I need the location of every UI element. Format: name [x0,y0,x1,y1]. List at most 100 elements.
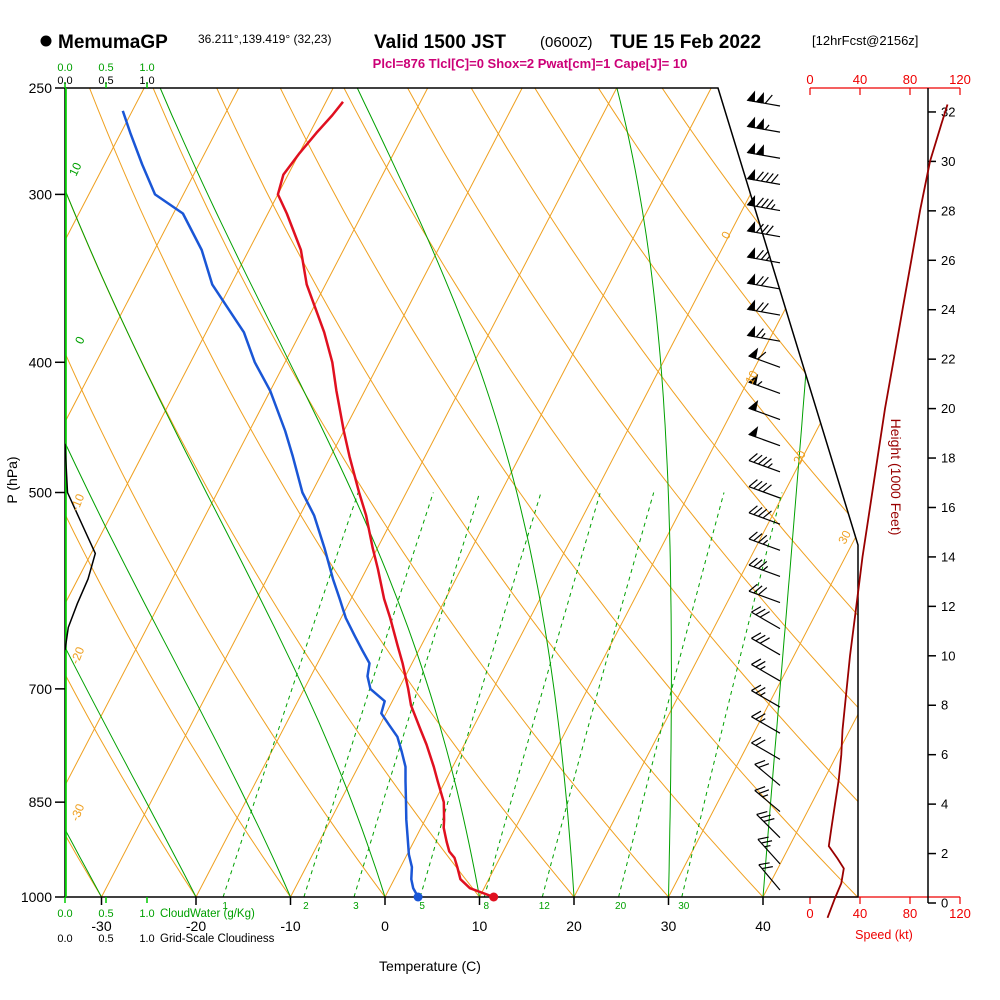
wind-barb [754,786,781,813]
dry-adiabat-line [470,88,858,897]
station-bullet-icon [40,35,52,47]
mixing-ratio-label-8: 8 [484,901,490,912]
wind-barb [754,759,781,786]
moist-adiabat-label-10: 10 [66,160,85,178]
speed-tick-label-top-120: 120 [949,72,971,87]
speed-tick-label-bottom-80: 80 [903,906,917,921]
mixing-ratio-label-2: 2 [303,901,309,912]
moist-adiabat-line [159,88,480,897]
height-axis-title: Height (1000 Feet) [888,419,904,536]
surface-markers [413,892,499,902]
mixing-ratio-line [681,492,783,897]
isotherm-line [762,88,858,897]
dry-adiabat-line [65,88,386,897]
moist-adiabat-label-0: 0 [72,334,88,346]
speed-axis-title: Speed (kt) [855,928,913,942]
cloudwater-legend: CloudWater (g/Kg) [160,908,255,920]
isotherm-line [65,88,334,897]
wind-barb [751,684,781,708]
temperature-tick-label-30: 30 [661,918,677,934]
mixing-ratio-line [618,492,725,897]
dry-adiabat-label--20: -20 [68,644,88,666]
temperature-axis-title: Temperature (C) [379,958,481,974]
isotherm-label-10: 10 [742,368,761,387]
sounding-curves [65,88,495,897]
sounding-parameters: Plcl=876 Tlcl[C]=0 Shox=2 Pwat[cm]=1 Cap… [373,56,688,71]
moist-adiabat-line [616,88,672,897]
skewt-frame [64,87,859,898]
height-tick-label-2: 2 [941,846,948,861]
moist-adiabat-line [356,88,575,897]
isotherm-label-20: 20 [790,448,809,467]
wind-barb-pennant [748,399,759,412]
pressure-axis-title: P (hPa) [4,456,20,503]
height-tick-label-14: 14 [941,549,955,564]
wind-barb [748,479,781,499]
cloudiness-scale-label-bottom-0.0: 0.0 [57,933,72,945]
cloudiness-scale-label-bottom-0.5: 0.5 [98,933,113,945]
speed-tick-label-top-40: 40 [853,72,867,87]
mixing-ratio-line [222,492,359,897]
mixing-ratio-line [483,492,601,897]
wind-barb-pennant [748,347,759,360]
wind-barb [748,583,781,604]
wind-speed-profile-curve [826,104,949,919]
pressure-tick-label-300: 300 [29,186,53,202]
wind-barb [748,453,781,473]
wind-barb-pennant [748,426,759,438]
dry-adiabat-line [343,88,858,897]
temperature-tick-label-0: 0 [381,918,389,934]
cloudiness-legend: Grid-Scale Cloudiness [160,933,275,945]
height-tick-label-28: 28 [941,203,955,218]
mixing-ratio-label-1: 1 [222,901,228,912]
moist-adiabat-line [65,88,386,897]
valid-utc: (0600Z) [540,34,593,51]
height-tick-label-22: 22 [941,352,955,367]
cloudiness-scale-label-bottom-1.0: 1.0 [139,933,154,945]
wind-barb [747,223,781,238]
isotherm-line [195,88,618,897]
wind-barb-pennant [746,325,756,338]
height-tick-label-30: 30 [941,154,955,169]
height-tick-label-16: 16 [941,500,955,515]
mixing-ratio-line [303,492,434,897]
mixing-ratio-label-20: 20 [615,901,627,912]
skewt-background-grid [65,88,858,897]
wind-barb [751,710,781,734]
valid-time: Valid 1500 JST [374,32,506,53]
dry-adiabat-line [65,88,480,897]
dewpoint-curve [121,110,420,897]
wind-barb-pennant [748,373,759,386]
wind-barb-pennant [746,247,756,259]
moist-adiabat-line [65,88,197,897]
wind-barb [747,171,781,185]
dry-adiabat-line [216,88,764,897]
dry-adiabat-line [597,88,858,897]
pressure-tick-label-250: 250 [29,80,53,96]
wind-barb [751,736,781,760]
height-tick-label-20: 20 [941,401,955,416]
height-tick-label-12: 12 [941,599,955,614]
speed-tick-label-bottom-40: 40 [853,906,867,921]
wind-barb [751,658,781,682]
height-tick-label-6: 6 [941,747,948,762]
mixing-ratio-label-3: 3 [353,901,359,912]
speed-tick-label-top-80: 80 [903,72,917,87]
isotherm-label-30: 30 [835,528,854,547]
dry-adiabat-line [407,88,858,897]
wind-barb-pennant [746,194,756,207]
wind-barb-pennant [746,273,756,286]
cloudiness-scale-label-top-0.5: 0.5 [98,75,113,87]
dry-adiabat-line [152,88,669,897]
temperature-tick-label--10: -10 [280,918,300,934]
wind-barb [751,606,781,630]
station-name: MemumaGP [58,32,168,53]
wind-barb [748,531,781,551]
dry-adiabat-line [534,88,858,897]
isotherm-line [290,88,712,897]
height-tick-label-8: 8 [941,698,948,713]
mixing-ratio-label-12: 12 [539,901,551,912]
